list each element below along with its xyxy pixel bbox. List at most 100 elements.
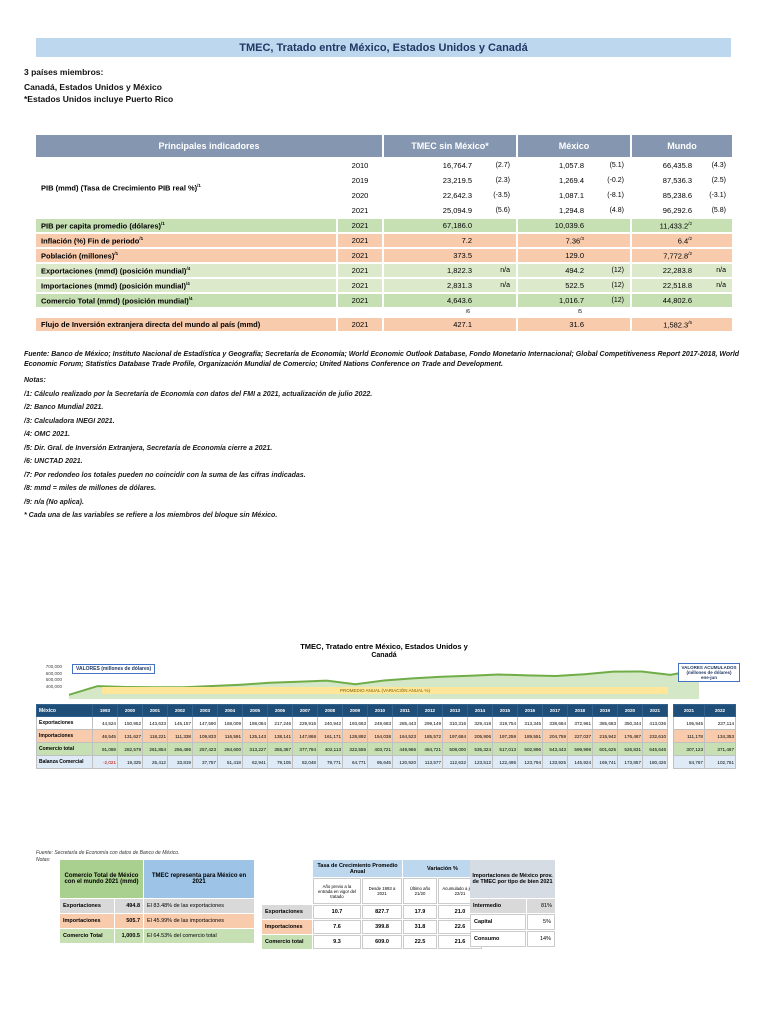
trade-value: 517,013	[492, 742, 518, 756]
year-header: 2001	[142, 704, 168, 717]
trade-value: 145,157	[167, 716, 193, 730]
notes-label: Notas:	[24, 377, 46, 384]
trade-value: 33,819	[167, 755, 193, 769]
trade-value: 284,600	[217, 742, 243, 756]
trade-value: 118,221	[142, 729, 168, 743]
trade-line-chart	[68, 668, 700, 699]
trade-value: 285,443	[392, 716, 418, 730]
trade-accumulated-value: 84,767	[673, 755, 705, 769]
year-header: 2019	[592, 704, 618, 717]
trade-row-importaciones: Importaciones 46,545 131,627 118,221 111,338…	[36, 729, 736, 743]
members-heading: 3 países miembros:	[24, 67, 104, 77]
crecimiento-value: 10.7	[313, 905, 361, 919]
trade-value: 313,345	[517, 716, 543, 730]
members-list: Canadá, Estados Unidos y México	[24, 82, 162, 92]
trade-value: 37,757	[192, 755, 218, 769]
comercio-row-label: Importaciones	[60, 914, 114, 928]
trade-value: 197,259	[492, 729, 518, 743]
trade-value: 79,771	[317, 755, 343, 769]
nota-line: /7: Por redondeo los totales pueden no c…	[24, 471, 306, 479]
trade-value: 508,000	[442, 742, 468, 756]
trade-value: 82,048	[292, 755, 318, 769]
accumulated-year-header: 2021	[673, 704, 705, 717]
chart-accumulated-legend-text: VALORES ACUMULADOS (millones de dólares)	[681, 665, 737, 675]
trade-value: 25,412	[142, 755, 168, 769]
y-tick-label: 400,000	[45, 683, 62, 689]
indicator-row-pib-2019: 2019 23,219.5 (2.3) 1,269.4 (-0.2) 87,536.3 (2…	[36, 174, 732, 187]
document-title: TMEC, Tratado entre México, Estados Unid…	[239, 41, 528, 54]
chart-accumulated-legend-period: ene-jun	[700, 675, 717, 680]
trade-value: 123,794	[517, 755, 543, 769]
trade-value: 123,512	[467, 755, 493, 769]
year-header: 2021	[642, 704, 668, 717]
trade-value: 484,721	[417, 742, 443, 756]
accumulated-year-header: 2022	[704, 704, 736, 717]
trade-value: 122,495	[492, 755, 518, 769]
chart-highlight-band: PROMEDIO ANUAL (VARIACIÓN ANUAL %)	[102, 687, 668, 694]
nota-line: * Cada una de las variables se refiere a…	[24, 512, 278, 519]
trade-value: 535,324	[467, 742, 493, 756]
trade-value: 62,941	[242, 755, 268, 769]
trade-value: 120,920	[392, 755, 418, 769]
indicator-label: Exportaciones (mmd) (posición mundial)/4	[36, 264, 336, 277]
trade-value: 204,759	[542, 729, 568, 743]
importaciones-bien-table: Importaciones de México prov. de TMEC po…	[470, 860, 555, 947]
indicator-label: Comercio Total (mmd) (posición mundial)/…	[36, 294, 336, 307]
crecimiento-value: 9.3	[313, 935, 361, 949]
year-header: 2013	[442, 704, 468, 717]
year-header: 2005	[242, 704, 268, 717]
trade-value: 173,857	[617, 755, 643, 769]
indicator-row: Flujo de Inversión extranjera directa de…	[36, 318, 732, 331]
comercio-row-value: 494.8	[115, 899, 143, 913]
notas-list: /1: Cálculo realizado por la Secretaría …	[24, 388, 724, 523]
year-header: 2010	[367, 704, 393, 717]
representa-row-text: El 64.53% del comercio total	[144, 929, 254, 943]
footnote-marker-row: /6/5	[36, 309, 732, 316]
nota-line: /9: n/a (No aplica).	[24, 498, 84, 506]
y-tick-label: 500,000	[45, 677, 62, 682]
trade-value: 338,684	[542, 716, 568, 730]
year-header: 2000	[117, 704, 143, 717]
trade-value: 257,423	[192, 742, 218, 756]
trade-value: 645,646	[642, 742, 668, 756]
year-header: 2006	[267, 704, 293, 717]
tasa-crecimiento-header: Tasa de Crecimiento Promedio Anual	[313, 860, 402, 877]
crecimiento-row-label: Comercio total	[262, 935, 312, 949]
nota-line: /3: Calculadora INEGI 2021.	[24, 417, 115, 425]
trade-value: 161,171	[317, 729, 343, 743]
indicators-header-row: Principales indicadores TMEC sin México*…	[36, 135, 732, 157]
trade-value: 189,551	[517, 729, 543, 743]
trade-value: 168,009	[217, 716, 243, 730]
indicators-table: Principales indicadores TMEC sin México*…	[36, 133, 732, 333]
trade-value: 91,069	[92, 742, 118, 756]
year-header: 1993	[92, 704, 118, 717]
bien-row-value: 81%	[527, 899, 555, 913]
indicator-row: Exportaciones (mmd) (posición mundial)/4…	[36, 264, 732, 277]
trade-value: 164,523	[392, 729, 418, 743]
trade-value: 154,038	[367, 729, 393, 743]
year-header: 2014	[467, 704, 493, 717]
indicator-row: Inflación (%) Fin de periodo/1 2021 7.2 7.3…	[36, 234, 732, 247]
bien-row-label: Capital	[470, 914, 526, 930]
trade-value: 133,925	[542, 755, 568, 769]
trade-value: 229,916	[292, 716, 318, 730]
trade-row-label: Comercio total	[36, 742, 93, 756]
document-title-bar: TMEC, Tratado entre México, Estados Unid…	[36, 38, 731, 57]
trade-value: 240,942	[317, 716, 343, 730]
comercio-total-header: Comercio Total de México con el mundo 20…	[60, 860, 143, 898]
trade-value: 205,906	[467, 729, 493, 743]
trade-value: 116,591	[217, 729, 243, 743]
bien-row-label: Consumo	[470, 931, 526, 947]
indicator-row: Importaciones (mmd) (posición mundial)/4…	[36, 279, 732, 292]
crecimiento-corner	[262, 860, 312, 877]
source-note: Fuente: Banco de México; Instituto Nacio…	[24, 351, 740, 368]
year-header: 2002	[167, 704, 193, 717]
trade-value: 599,998	[567, 742, 593, 756]
nota-line: /4: OMC 2021.	[24, 431, 70, 438]
trade-value: 131,627	[117, 729, 143, 743]
trade-value: 64,771	[342, 755, 368, 769]
trade-value: 385,683	[592, 716, 618, 730]
indicators-header-tmec: TMEC sin México*	[382, 135, 516, 157]
crecimiento-subcorner	[262, 878, 312, 904]
trade-row-label: Exportaciones	[36, 716, 93, 730]
